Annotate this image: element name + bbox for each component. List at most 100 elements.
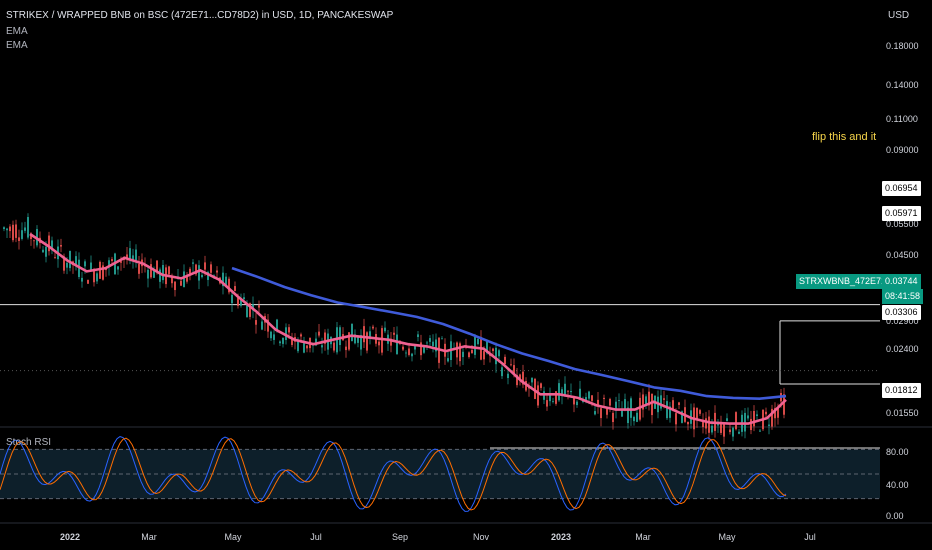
candle: [477, 338, 479, 345]
candle: [651, 393, 653, 416]
stoch-band: [0, 449, 880, 499]
candle: [75, 256, 77, 267]
candle: [156, 260, 158, 272]
candle: [69, 250, 71, 269]
candle: [540, 383, 542, 388]
x-tick: Nov: [472, 532, 490, 542]
candle: [303, 343, 305, 353]
y-tick: 0.09000: [886, 145, 919, 155]
candle: [738, 431, 740, 434]
candle: [663, 398, 665, 400]
candle: [246, 304, 248, 318]
candle: [360, 335, 362, 350]
candle: [621, 409, 623, 417]
candle: [108, 260, 110, 268]
candle: [588, 391, 590, 399]
candle: [441, 338, 443, 340]
x-tick: Mar: [141, 532, 157, 542]
countdown-tag: 08:41:58: [882, 289, 924, 304]
candle: [90, 262, 92, 270]
legend-ema-1[interactable]: EMA: [6, 26, 28, 37]
candle: [63, 256, 65, 271]
candle: [774, 408, 776, 419]
stoch-k-line: [0, 436, 787, 512]
candle: [198, 265, 200, 281]
candle: [240, 298, 242, 306]
candle: [534, 378, 536, 399]
candle: [51, 240, 53, 251]
candle: [699, 410, 701, 414]
legend-ema-2[interactable]: EMA: [6, 40, 28, 51]
candle: [645, 396, 647, 404]
candle: [429, 338, 431, 342]
level-label: 0.05971: [882, 206, 921, 221]
candle: [174, 281, 176, 291]
candle: [366, 332, 368, 351]
candle: [339, 327, 341, 345]
currency-label: USD: [888, 10, 910, 21]
candle: [537, 385, 539, 406]
candle: [204, 262, 206, 270]
candle: [54, 257, 56, 258]
x-tick: Jul: [310, 532, 322, 542]
candle: [492, 348, 494, 352]
stoch-rsi-title[interactable]: Stoch RSI: [6, 437, 52, 448]
candle: [747, 415, 749, 419]
candle: [192, 262, 194, 264]
candle: [432, 341, 434, 347]
candle: [459, 343, 461, 362]
candle: [171, 277, 173, 284]
level-label: 0.06954: [882, 181, 921, 196]
candle: [135, 249, 137, 261]
x-tick: Jul: [804, 532, 816, 542]
candle: [66, 262, 68, 268]
candle: [393, 332, 395, 335]
candle: [258, 305, 260, 308]
candle: [345, 346, 347, 351]
candle: [711, 425, 713, 433]
candle: [471, 349, 473, 354]
candle: [732, 427, 734, 437]
candle: [636, 412, 638, 422]
candle: [150, 264, 152, 278]
candle: [594, 411, 596, 415]
candle: [318, 331, 320, 336]
candle: [615, 401, 617, 411]
candle: [24, 227, 26, 231]
candle: [180, 280, 182, 286]
candle: [93, 270, 95, 283]
candle: [486, 341, 488, 354]
candle: [390, 338, 392, 346]
candle: [363, 326, 365, 343]
candle: [723, 423, 725, 437]
candle: [606, 408, 608, 415]
candle: [558, 383, 560, 401]
candle: [501, 367, 503, 377]
candle: [660, 395, 662, 409]
x-tick: 2023: [550, 532, 572, 542]
candle: [765, 411, 767, 415]
y-tick: 0.05500: [886, 219, 919, 229]
candle: [207, 271, 209, 280]
candle: [519, 374, 521, 379]
candle: [549, 393, 551, 402]
candle: [495, 347, 497, 365]
candle: [666, 401, 668, 419]
candle: [435, 339, 437, 352]
candle: [759, 430, 761, 432]
candle: [687, 421, 689, 425]
candle: [405, 352, 407, 354]
candle: [570, 390, 572, 393]
candle: [573, 396, 575, 405]
candle: [600, 408, 602, 419]
candle: [138, 263, 140, 274]
candle: [414, 344, 416, 350]
candle: [369, 331, 371, 338]
candle: [576, 401, 578, 406]
candle: [420, 342, 422, 356]
candle: [669, 406, 671, 418]
candle: [273, 334, 275, 340]
candle: [306, 345, 308, 349]
candle: [675, 413, 677, 425]
